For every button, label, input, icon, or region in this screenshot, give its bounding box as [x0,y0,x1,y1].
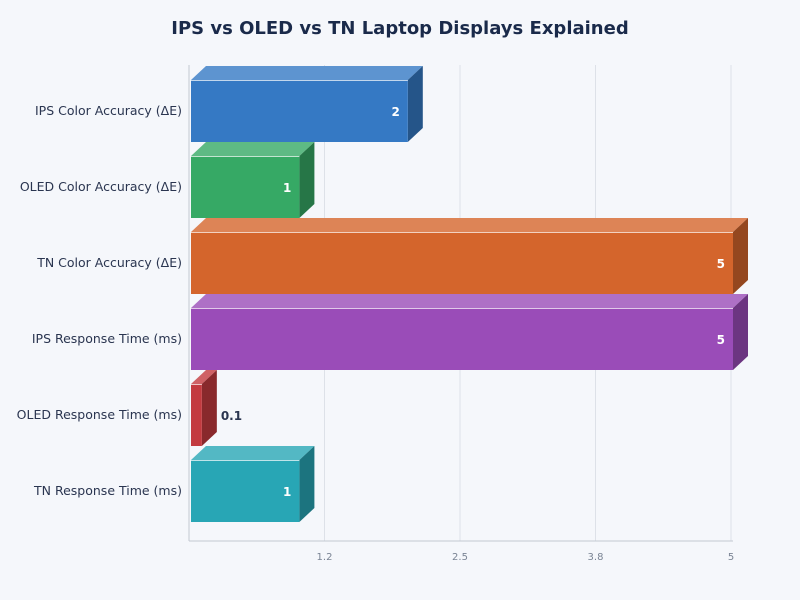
bar-side [299,446,315,522]
bar-top [191,218,748,232]
y-tick-label: OLED Color Accuracy (ΔE) [20,179,182,194]
bar [191,156,300,218]
x-tick-label: 5 [728,552,734,563]
data-label: 2 [391,105,399,119]
chart-title: IPS vs OLED vs TN Laptop Displays Explai… [171,18,628,39]
bar-side [407,66,423,142]
data-label: 1 [283,181,291,195]
bar-top [191,370,217,384]
bar [191,308,733,370]
bar [191,232,733,294]
bar-side [733,294,748,370]
bar [191,384,202,446]
bar-top [191,294,748,308]
data-label: 5 [717,333,725,347]
y-tick-label: IPS Color Accuracy (ΔE) [35,103,182,118]
x-tick-label: 3.8 [588,552,604,563]
bar-top [191,446,315,460]
x-tick-label: 2.5 [452,552,468,563]
data-label: 1 [283,485,291,499]
y-tick-label: TN Color Accuracy (ΔE) [36,255,182,270]
bar [191,460,300,522]
bar-side [733,218,748,294]
y-tick-label: OLED Response Time (ms) [17,407,182,422]
data-label: 5 [717,257,725,271]
x-tick-label: 1.2 [317,552,333,563]
y-tick-label: IPS Response Time (ms) [32,331,182,346]
bar-top [191,66,423,80]
bar-side [201,370,217,446]
bar [191,80,408,142]
bar-side [299,142,315,218]
bar-top [191,142,315,156]
data-label: 0.1 [221,409,242,423]
y-tick-label: TN Response Time (ms) [33,483,182,498]
